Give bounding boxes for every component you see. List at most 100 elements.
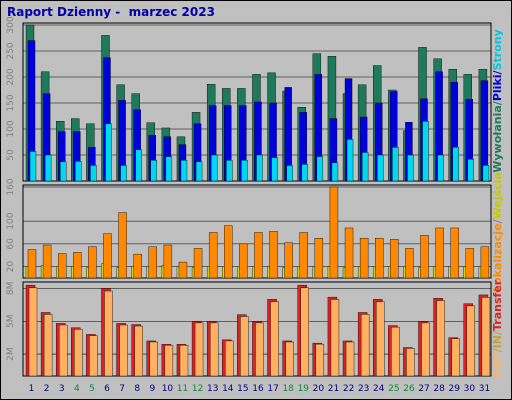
legend-entry: Lokalizacje [491,223,504,291]
transfer-out-bar [58,324,68,377]
x-tick-label: 1 [29,384,35,394]
pages-bar [467,158,475,182]
y-tick-label: 8M [6,282,16,296]
legend-entry: Strony [491,29,504,70]
x-tick-label: 3 [59,384,65,394]
sites-bar [163,244,173,279]
transfer-out-bar [481,297,491,377]
pages-bar [407,154,414,182]
x-tick-label: 12 [192,384,203,394]
transfer-out-bar [28,287,38,377]
sites-bar [344,227,354,279]
transfer-out-bar [134,325,143,377]
sites-bar [405,248,414,279]
y-tick-label: 100 [6,212,16,229]
x-tick-label: 29 [449,384,461,394]
transfer-out-bar [421,322,430,377]
legend-entry: / [491,330,504,335]
pages-bar [271,157,278,182]
transfer-out-bar [194,322,204,377]
transfer-out-bar [179,344,189,377]
sites-bar [390,239,399,279]
legend-entry: OUT [491,352,504,378]
sites-bar [359,237,369,279]
x-tick-label: 14 [222,384,234,394]
y-tick-label: 300 [6,16,16,33]
x-tick-label: 17 [267,384,278,394]
x-tick-label: 28 [433,384,445,394]
transfer-out-bar [360,314,370,377]
pages-bar [482,165,490,182]
legend-entry: Wywołania [491,105,504,173]
sites-bar [465,248,475,279]
x-tick-label: 10 [162,384,174,394]
legend-hits-files-pages: Wywołania/Pliki/Strony [491,29,504,173]
x-tick-label: 9 [149,384,155,394]
transfer-out-bar [285,341,294,377]
transfer-out-bar [225,340,234,377]
transfer-out-bar [466,305,476,377]
transfer-out-bar [164,344,174,377]
sites-bar [299,232,308,279]
legend-entry: Wejścia [491,172,504,219]
transfer-out-bar [270,301,279,377]
legend-entry: Pliki [491,74,504,101]
sites-bar [118,212,127,279]
transfer-out-bar [255,322,264,377]
pages-bar [59,161,67,182]
pages-bar [150,159,157,182]
sites-bar [435,227,444,279]
pages-bar [180,159,188,182]
x-tick-label: 20 [313,384,325,394]
legend-entry: / [491,69,504,74]
sites-bar [269,231,278,279]
sites-bar [284,242,293,279]
pages-bar [331,162,339,182]
sites-bar [73,252,82,279]
x-tick-label: 16 [252,384,264,394]
x-tick-label: 13 [207,384,218,394]
pages-bar [361,152,369,182]
sites-bar [27,249,37,279]
legend-transfer: OUT/IN/Transfer [491,279,504,378]
sites-bar [103,233,112,279]
transfer-out-bar [149,341,158,377]
y-tick-label: 100 [6,120,16,137]
pages-bar [452,146,459,182]
pages-bar [422,120,429,182]
x-tick-label: 18 [282,384,294,394]
x-tick-label: 27 [418,384,429,394]
y-tick-label: 2M [6,347,16,361]
pages-bar [135,149,142,182]
legend-entry: Transfer [491,279,504,331]
pages-bar [210,154,218,182]
transfer-out-bar [300,287,309,377]
sites-bar [148,246,157,279]
sites-bar [480,246,490,279]
transfer-out-bar [406,348,415,377]
transfer-out-bar [376,301,385,377]
transfer-out-bar [451,338,460,377]
transfer-out-bar [436,300,445,377]
transfer-out-bar [89,335,98,377]
sites-bar [88,246,97,279]
x-tick-label: 7 [119,384,125,394]
pages-bar [44,154,52,182]
x-tick-label: 8 [134,384,140,394]
legend-visits-sites: Lokalizacje/Wejścia [491,172,504,292]
pages-bar [75,161,82,182]
transfer-out-bar [74,329,83,377]
pages-bar [286,165,293,182]
sites-bar [193,248,203,279]
pages-bar [346,139,354,182]
x-tick-label: 21 [328,384,339,394]
y-tick-label: 50 [6,149,16,161]
transfer-out-bar [104,290,113,377]
pages-bar [392,146,399,182]
sites-bar [42,244,52,279]
y-tick-label: 5M [6,314,16,328]
pages-bar [195,161,203,182]
pages-bar [29,151,37,182]
